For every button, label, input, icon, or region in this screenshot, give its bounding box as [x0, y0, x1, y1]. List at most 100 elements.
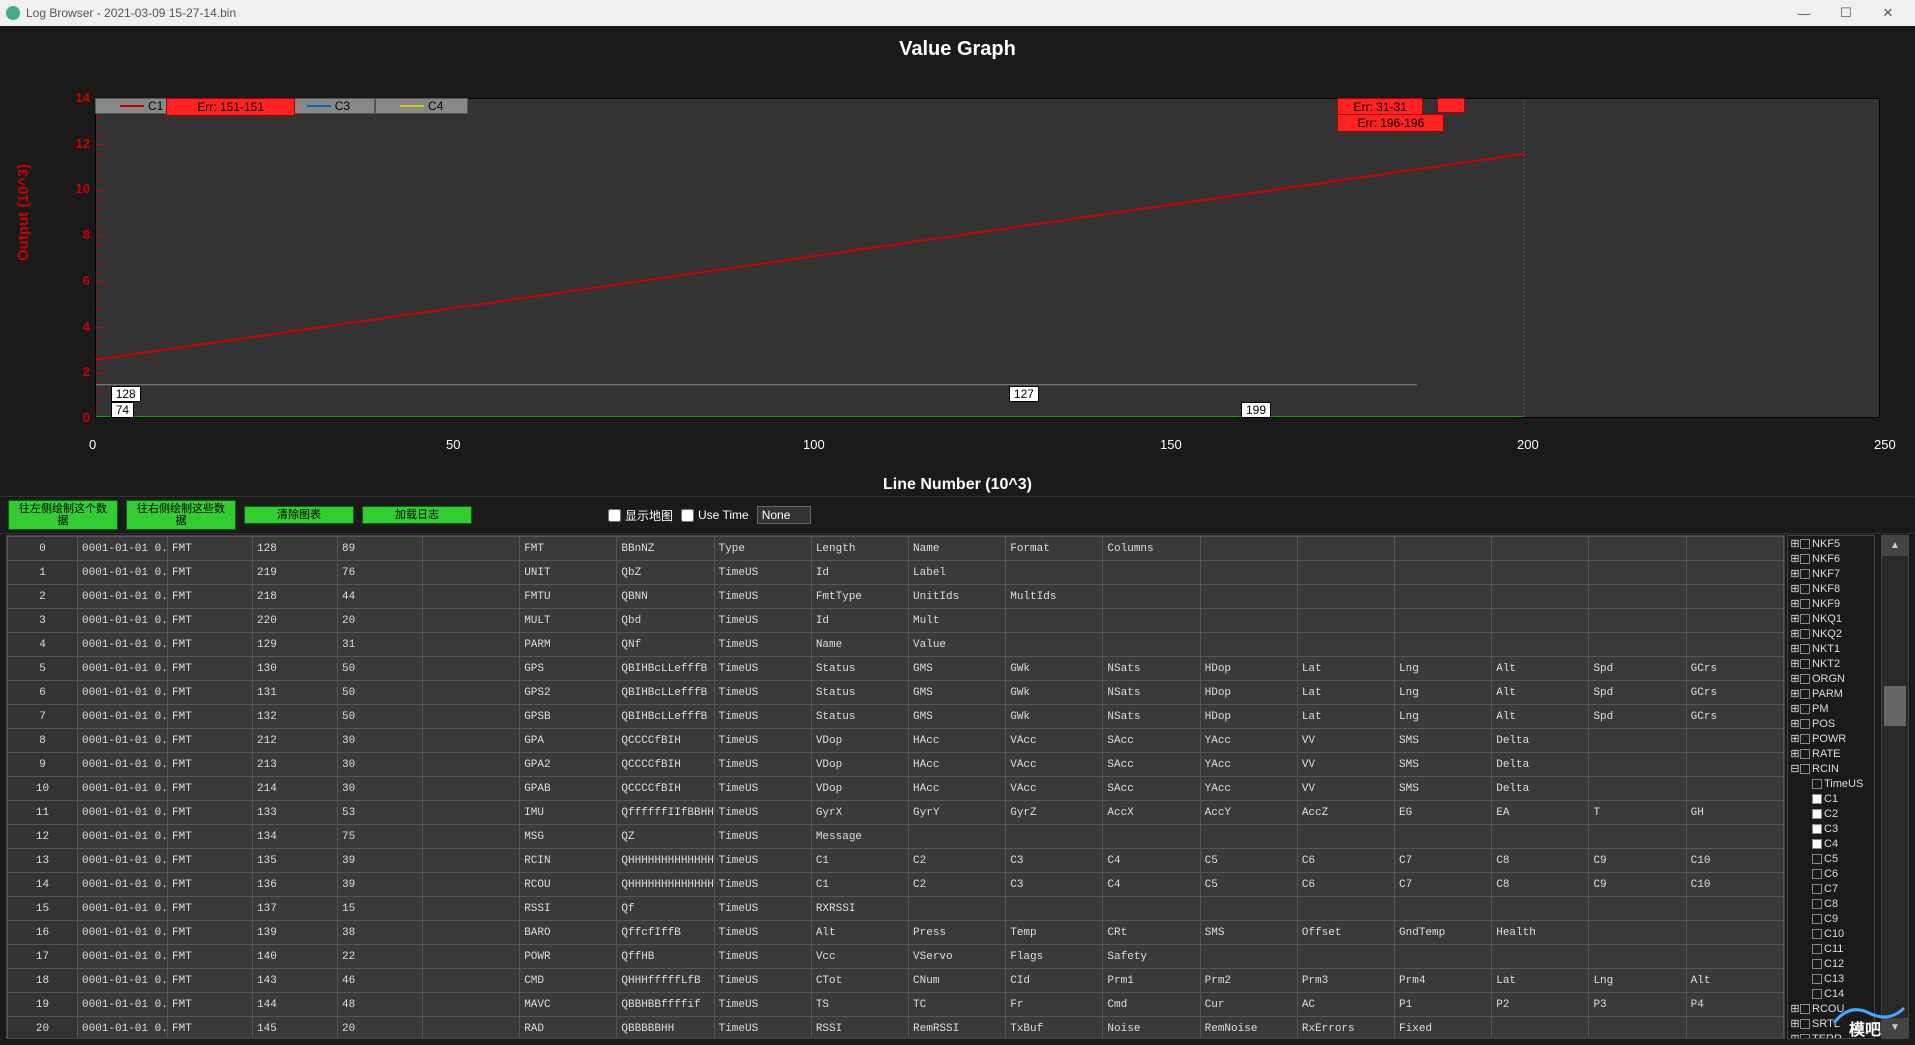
table-row[interactable]: 190001-01-01 0...FMT14448MAVCQBBHBBffffi… [8, 993, 1784, 1017]
tree-field[interactable]: C3 [1788, 821, 1874, 836]
checkbox-icon[interactable] [1812, 869, 1822, 879]
table-row[interactable]: 50001-01-01 0...FMT13050GPSQBIHBcLLefffB… [8, 657, 1784, 681]
tree-node[interactable]: ⊟RCIN [1788, 761, 1874, 776]
plot-left-button[interactable]: 往左侧绘制这个数据 [8, 500, 118, 530]
checkbox-icon[interactable] [1812, 914, 1822, 924]
tree-scrollbar[interactable]: ▲ ▼ [1881, 535, 1909, 1039]
table-row[interactable]: 200001-01-01 0...FMT14520RADQBBBBBHHTime… [8, 1017, 1784, 1040]
table-row[interactable]: 180001-01-01 0...FMT14346CMDQHHHfffffLfB… [8, 969, 1784, 993]
scroll-up-icon[interactable]: ▲ [1882, 536, 1908, 556]
tree-field[interactable]: C5 [1788, 851, 1874, 866]
table-row[interactable]: 120001-01-01 0...FMT13475MSGQZTimeUSMess… [8, 825, 1784, 849]
tree-node[interactable]: ⊞NKF8 [1788, 581, 1874, 596]
table-row[interactable]: 160001-01-01 0...FMT13938BAROQffcfIffBTi… [8, 921, 1784, 945]
value-marker[interactable]: 74 [111, 402, 134, 418]
table-row[interactable]: 130001-01-01 0...FMT13539RCINQHHHHHHHHHH… [8, 849, 1784, 873]
checkbox-icon[interactable] [1800, 749, 1810, 759]
value-marker[interactable]: 128 [111, 386, 141, 402]
checkbox-icon[interactable] [1800, 764, 1810, 774]
tree-field[interactable]: C12 [1788, 956, 1874, 971]
error-marker[interactable]: Err: 196-196 [1337, 114, 1444, 132]
tree-field[interactable]: C13 [1788, 971, 1874, 986]
checkbox-icon[interactable] [1800, 719, 1810, 729]
table-row[interactable]: 30001-01-01 0...FMT22020MULTQbdTimeUSIdM… [8, 609, 1784, 633]
checkbox-icon[interactable] [1812, 794, 1822, 804]
tree-field[interactable]: C4 [1788, 836, 1874, 851]
tree-node[interactable]: ⊞NKF6 [1788, 551, 1874, 566]
checkbox-icon[interactable] [1800, 569, 1810, 579]
tree-node[interactable]: ⊞NKF5 [1788, 536, 1874, 551]
show-map-checkbox[interactable]: 显示地图 [608, 507, 673, 524]
legend-item[interactable]: C3 [282, 98, 375, 114]
tree-field[interactable]: C10 [1788, 926, 1874, 941]
checkbox-icon[interactable] [1800, 689, 1810, 699]
data-grid[interactable]: 00001-01-01 0...FMT12889FMTBBnNZTypeLeng… [6, 535, 1785, 1039]
scroll-thumb[interactable] [1884, 686, 1906, 726]
checkbox-icon[interactable] [1800, 599, 1810, 609]
checkbox-icon[interactable] [1812, 974, 1822, 984]
table-row[interactable]: 100001-01-01 0...FMT21430GPABQCCCCfBIHTi… [8, 777, 1784, 801]
checkbox-icon[interactable] [1812, 989, 1822, 999]
error-marker[interactable]: Err: 151-151 [166, 98, 295, 116]
table-row[interactable]: 150001-01-01 0...FMT13715RSSIQfTimeUSRXR… [8, 897, 1784, 921]
tree-field[interactable]: C6 [1788, 866, 1874, 881]
checkbox-icon[interactable] [1812, 959, 1822, 969]
table-row[interactable]: 90001-01-01 0...FMT21330GPA2QCCCCfBIHTim… [8, 753, 1784, 777]
tree-node[interactable]: ⊞NKT2 [1788, 656, 1874, 671]
clear-chart-button[interactable]: 清除图表 [244, 506, 354, 524]
table-row[interactable]: 60001-01-01 0...FMT13150GPS2QBIHBcLLefff… [8, 681, 1784, 705]
value-marker[interactable]: 199 [1241, 402, 1271, 418]
value-marker[interactable]: 127 [1009, 386, 1039, 402]
table-row[interactable]: 70001-01-01 0...FMT13250GPSBQBIHBcLLefff… [8, 705, 1784, 729]
table-row[interactable]: 00001-01-01 0...FMT12889FMTBBnNZTypeLeng… [8, 537, 1784, 561]
tree-field[interactable]: C8 [1788, 896, 1874, 911]
table-row[interactable]: 40001-01-01 0...FMT12931PARMQNfTimeUSNam… [8, 633, 1784, 657]
tree-node[interactable]: ⊞ORGN [1788, 671, 1874, 686]
table-row[interactable]: 20001-01-01 0...FMT21844FMTUQBNNTimeUSFm… [8, 585, 1784, 609]
minimize-button[interactable]: — [1783, 6, 1825, 21]
checkbox-icon[interactable] [1800, 1019, 1810, 1029]
checkbox-icon[interactable] [1800, 734, 1810, 744]
chart-plot[interactable] [95, 98, 1880, 418]
tree-node[interactable]: ⊞NKF7 [1788, 566, 1874, 581]
tree-node[interactable]: ⊞NKF9 [1788, 596, 1874, 611]
checkbox-icon[interactable] [1812, 884, 1822, 894]
tree-field[interactable]: C2 [1788, 806, 1874, 821]
legend-item[interactable]: C4 [375, 98, 468, 114]
checkbox-icon[interactable] [1800, 614, 1810, 624]
checkbox-icon[interactable] [1812, 779, 1822, 789]
checkbox-icon[interactable] [1800, 704, 1810, 714]
checkbox-icon[interactable] [1812, 899, 1822, 909]
tree-node[interactable]: ⊞NKQ2 [1788, 626, 1874, 641]
checkbox-icon[interactable] [1812, 839, 1822, 849]
table-row[interactable]: 170001-01-01 0...FMT14022POWRQffHBTimeUS… [8, 945, 1784, 969]
tree-field[interactable]: C11 [1788, 941, 1874, 956]
tree-node[interactable]: ⊞NKQ1 [1788, 611, 1874, 626]
mode-select[interactable]: None [757, 506, 812, 524]
checkbox-icon[interactable] [1800, 644, 1810, 654]
checkbox-icon[interactable] [1800, 659, 1810, 669]
tree-node[interactable]: ⊞PM [1788, 701, 1874, 716]
field-tree[interactable]: ⊞NKF5⊞NKF6⊞NKF7⊞NKF8⊞NKF9⊞NKQ1⊞NKQ2⊞NKT1… [1787, 535, 1875, 1039]
checkbox-icon[interactable] [1800, 674, 1810, 684]
checkbox-icon[interactable] [1812, 854, 1822, 864]
checkbox-icon[interactable] [1812, 824, 1822, 834]
tree-node[interactable]: ⊞RATE [1788, 746, 1874, 761]
close-button[interactable]: ✕ [1867, 5, 1909, 21]
table-row[interactable]: 10001-01-01 0...FMT21976UNITQbZTimeUSIdL… [8, 561, 1784, 585]
checkbox-icon[interactable] [1800, 554, 1810, 564]
checkbox-icon[interactable] [1800, 584, 1810, 594]
use-time-checkbox[interactable]: Use Time [681, 508, 749, 522]
tree-node[interactable]: ⊞POS [1788, 716, 1874, 731]
maximize-button[interactable]: ☐ [1825, 5, 1867, 21]
tree-field[interactable]: C9 [1788, 911, 1874, 926]
checkbox-icon[interactable] [1812, 944, 1822, 954]
tree-field[interactable]: C7 [1788, 881, 1874, 896]
checkbox-icon[interactable] [1800, 539, 1810, 549]
table-row[interactable]: 140001-01-01 0...FMT13639RCOUQHHHHHHHHHH… [8, 873, 1784, 897]
error-marker[interactable] [1437, 98, 1465, 113]
table-row[interactable]: 80001-01-01 0...FMT21230GPAQCCCCfBIHTime… [8, 729, 1784, 753]
checkbox-icon[interactable] [1812, 809, 1822, 819]
plot-right-button[interactable]: 往右侧绘制这些数据 [126, 500, 236, 530]
tree-node[interactable]: ⊞NKT1 [1788, 641, 1874, 656]
